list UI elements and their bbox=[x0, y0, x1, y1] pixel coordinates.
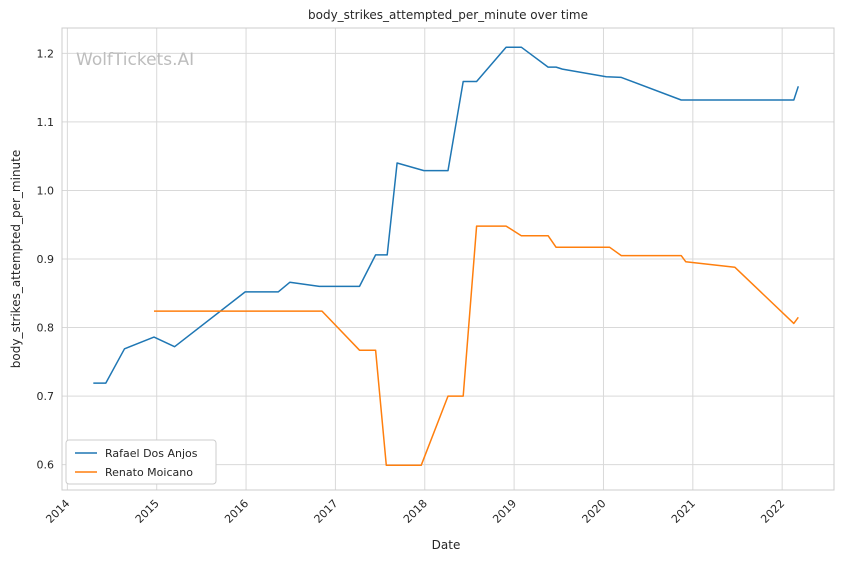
x-tick-label: 2020 bbox=[580, 497, 609, 526]
y-tick-label: 0.8 bbox=[37, 322, 55, 335]
y-axis: 0.6 0.7 0.8 0.9 1.0 1.1 1.2 bbox=[37, 47, 55, 471]
legend-box bbox=[65, 439, 217, 485]
x-axis: 2014 2015 2016 2017 2018 2019 2020 2021 2022 bbox=[43, 497, 787, 526]
series-layer bbox=[93, 46, 800, 467]
x-tick-label: 2016 bbox=[222, 497, 251, 526]
x-tick-label: 2019 bbox=[490, 497, 519, 526]
y-tick-label: 0.9 bbox=[37, 253, 55, 266]
legend: Rafael Dos Anjos Renato Moicano bbox=[65, 439, 217, 485]
x-tick-label: 2018 bbox=[401, 497, 430, 526]
x-tick-label: 2015 bbox=[133, 497, 162, 526]
x-tick-label: 2021 bbox=[669, 497, 698, 526]
plot-border bbox=[61, 27, 835, 491]
x-tick-label: 2022 bbox=[758, 497, 787, 526]
x-tick-label: 2017 bbox=[312, 497, 341, 526]
x-tick-label: 2014 bbox=[43, 497, 72, 526]
watermark: WolfTickets.AI bbox=[76, 50, 194, 70]
chart-title: body_strikes_attempted_per_minute over t… bbox=[308, 8, 588, 22]
series-line-rafael-dos-anjos bbox=[93, 46, 800, 384]
x-axis-label: Date bbox=[432, 538, 461, 552]
y-tick-label: 1.1 bbox=[37, 116, 55, 129]
y-tick-label: 0.7 bbox=[37, 390, 55, 403]
y-axis-label: body_strikes_attempted_per_minute bbox=[9, 150, 23, 368]
legend-label-rafael-dos-anjos: Rafael Dos Anjos bbox=[105, 447, 198, 460]
y-tick-label: 1.2 bbox=[37, 47, 55, 60]
y-tick-label: 1.0 bbox=[37, 184, 55, 197]
y-tick-label: 0.6 bbox=[37, 459, 55, 472]
legend-label-renato-moicano: Renato Moicano bbox=[105, 466, 193, 479]
series-line-renato-moicano bbox=[154, 225, 799, 467]
